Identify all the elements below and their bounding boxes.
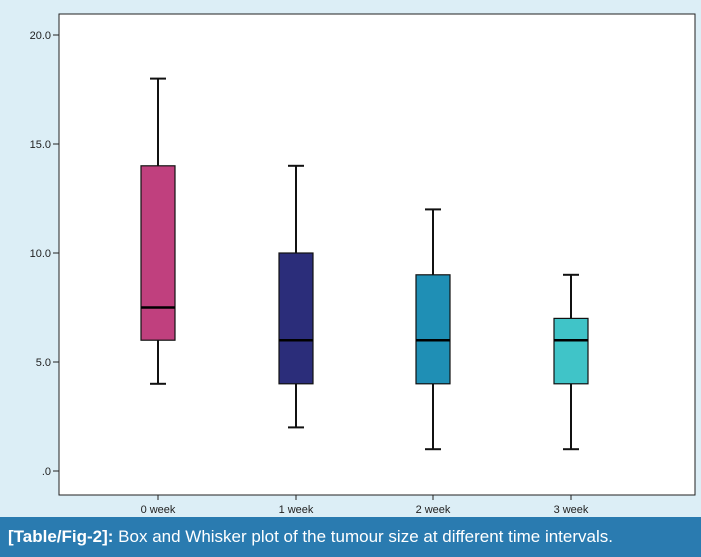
iqr-box bbox=[278, 252, 314, 385]
y-tick-label: 5.0 bbox=[36, 357, 51, 369]
caption-reference: [Table/Fig-2]: bbox=[8, 527, 114, 546]
box-1-week bbox=[278, 164, 314, 429]
figure-caption: [Table/Fig-2]: Box and Whisker plot of t… bbox=[0, 517, 701, 557]
x-tick-label: 1 week bbox=[279, 504, 314, 516]
y-tick-label: .0 bbox=[42, 466, 51, 478]
caption-text: Box and Whisker plot of the tumour size … bbox=[113, 527, 613, 546]
x-axis: 0 week 1 week 2 week 3 week bbox=[141, 495, 589, 516]
y-axis: .0 5.0 10.0 15.0 20.0 bbox=[30, 30, 59, 478]
box-0-week bbox=[140, 77, 176, 385]
x-tick-label: 3 week bbox=[554, 504, 589, 516]
y-tick-label: 20.0 bbox=[30, 30, 51, 42]
box-3-week bbox=[553, 273, 589, 451]
y-tick-label: 10.0 bbox=[30, 248, 51, 260]
box-2-week bbox=[415, 208, 451, 451]
x-tick-label: 0 week bbox=[141, 504, 176, 516]
box-plot-chart: .0 5.0 10.0 15.0 20.0 0 week 1 week 2 week 3 we… bbox=[29, 13, 696, 516]
iqr-box bbox=[140, 165, 176, 341]
iqr-box bbox=[553, 317, 589, 385]
iqr-box bbox=[415, 274, 451, 385]
boxes bbox=[140, 77, 589, 451]
x-tick-label: 2 week bbox=[416, 504, 451, 516]
y-tick-label: 15.0 bbox=[30, 139, 51, 151]
